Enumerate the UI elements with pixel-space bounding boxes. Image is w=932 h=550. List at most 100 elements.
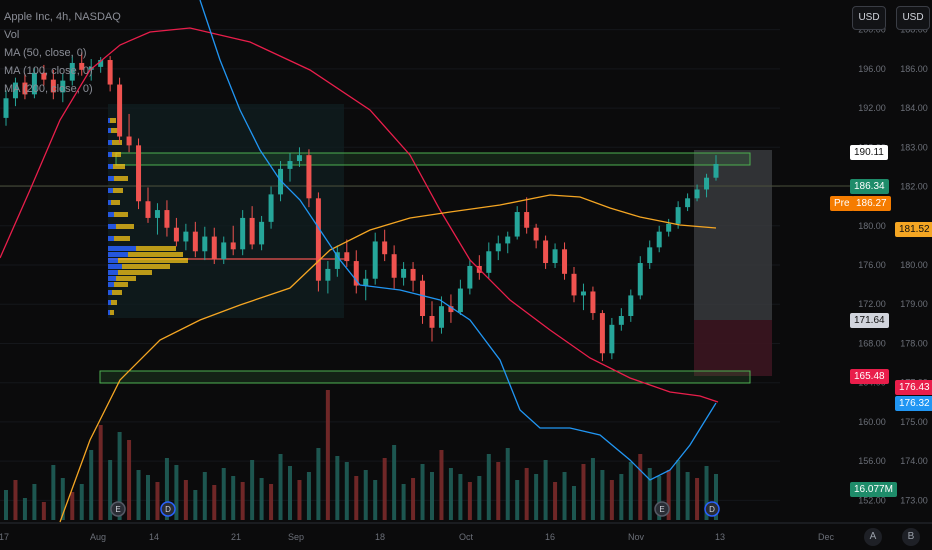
candle-body: [694, 189, 700, 199]
x-tick-label: 16: [545, 532, 555, 542]
candle-body: [3, 98, 9, 118]
y-tick-label-right: 184.00: [900, 103, 928, 113]
auto-scale-button[interactable]: A: [864, 528, 882, 546]
legend-volume: Vol: [4, 29, 20, 41]
chart-legend: Apple Inc, 4h, NASDAQ Vol MA (50, close,…: [4, 8, 121, 98]
log-scale-button[interactable]: B: [902, 528, 920, 546]
y-tick-label-left: 192.00: [858, 103, 886, 113]
volume-bar: [250, 460, 255, 520]
profile-bar: [108, 140, 112, 145]
profile-bar: [108, 176, 114, 181]
currency-button-left[interactable]: USD: [852, 6, 886, 30]
candle-body: [117, 84, 123, 137]
support-zone: [99, 370, 751, 384]
profile-bar: [122, 264, 170, 269]
candle-body: [543, 240, 549, 264]
profile-bar: [112, 290, 122, 295]
profile-bar: [111, 300, 117, 305]
volume-bar: [325, 390, 330, 520]
candle-body: [618, 316, 624, 325]
y-tick-label-left: 180.00: [858, 221, 886, 231]
profile-bar: [114, 236, 130, 241]
price-tag-pre: 186.27: [852, 196, 891, 211]
event-marker-icon: [654, 501, 670, 517]
volume-bar: [647, 468, 652, 520]
candle-body: [704, 177, 710, 190]
profile-bar: [110, 310, 114, 315]
event-marker-label: D: [165, 505, 171, 514]
candle-body: [249, 217, 255, 245]
candle-body: [183, 231, 189, 242]
volume-bar: [89, 450, 94, 520]
volume-bar: [32, 484, 37, 520]
volume-bar: [392, 445, 397, 520]
y-tick-label-left: 160.00: [858, 417, 886, 427]
y-tick-label-right: 175.00: [900, 417, 928, 427]
volume-bar: [155, 482, 160, 520]
candle-body: [192, 231, 198, 252]
volume-bar: [306, 472, 311, 520]
volume-bar: [164, 458, 169, 520]
candle-body: [685, 198, 691, 208]
profile-bar: [114, 176, 128, 181]
volume-bar: [22, 498, 27, 520]
price-tag-190: 190.11: [850, 145, 888, 160]
candle-body: [609, 324, 615, 354]
candle-body: [429, 316, 435, 328]
profile-bar: [118, 258, 188, 263]
resistance-zone: [115, 152, 751, 166]
candle-body: [22, 82, 28, 95]
volume-bar: [420, 464, 425, 520]
volume-bar: [259, 478, 264, 520]
profile-bar: [108, 300, 111, 305]
volume-bar: [240, 482, 245, 520]
y-tick-label-right: 180.00: [900, 260, 928, 270]
currency-button-right[interactable]: USD: [896, 6, 930, 30]
candle-body: [562, 249, 568, 274]
x-tick-label: Sep: [288, 532, 304, 542]
candle-body: [580, 291, 586, 296]
volume-bar: [41, 502, 46, 520]
profile-bar: [110, 118, 116, 123]
candle-body: [268, 194, 274, 222]
y-tick-label-right: 186.00: [900, 64, 928, 74]
volume-bar: [136, 470, 141, 520]
profile-bar: [113, 188, 123, 193]
candle-body: [628, 295, 634, 316]
candle-body: [221, 242, 227, 260]
volume-bar: [628, 462, 633, 520]
candle-body: [164, 210, 170, 228]
candle-body: [467, 265, 473, 289]
profile-bar: [108, 152, 112, 157]
volume-bar: [704, 466, 709, 520]
profile-bar: [114, 212, 128, 217]
volume-bar: [288, 466, 292, 520]
y-tick-label-right: 179.00: [900, 299, 928, 309]
candle-body: [552, 249, 558, 264]
profile-bar: [108, 212, 114, 217]
volume-bar: [439, 450, 444, 520]
profile-bar: [136, 246, 176, 251]
candle-body: [145, 201, 151, 218]
volume-bar: [534, 474, 539, 520]
volume-bar: [477, 476, 482, 520]
target-zone: [694, 150, 772, 320]
candle-body: [372, 241, 378, 279]
volume-bar: [714, 474, 718, 520]
volume-bar: [638, 454, 643, 520]
profile-bar: [108, 252, 128, 257]
profile-bar: [108, 246, 136, 251]
y-tick-label-right: 183.00: [900, 142, 928, 152]
profile-bar: [116, 276, 136, 281]
volume-bar: [51, 465, 56, 520]
volume-bar: [344, 462, 349, 520]
profile-bar: [116, 224, 134, 229]
candle-body: [486, 251, 492, 273]
volume-bar: [382, 458, 387, 520]
y-tick-label-right: 178.00: [900, 338, 928, 348]
volume-bar: [524, 468, 529, 520]
profile-bar: [128, 252, 183, 257]
volume-bar: [70, 492, 75, 520]
volume-bar: [127, 440, 132, 520]
